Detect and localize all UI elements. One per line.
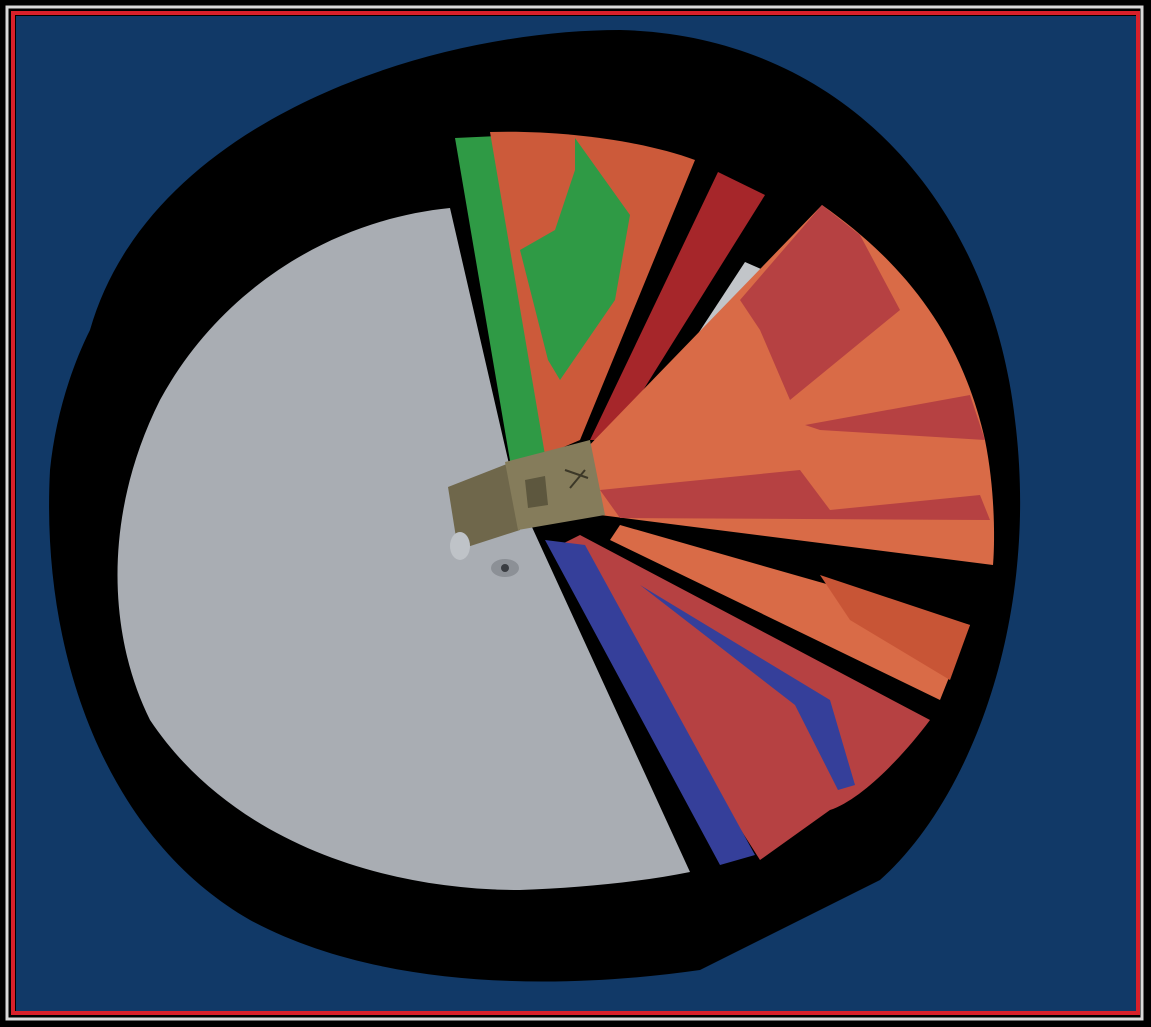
red-patch-lower <box>600 470 990 520</box>
grey-sector <box>117 208 690 890</box>
robot-vehicle-icon <box>448 440 605 577</box>
green-streak <box>520 138 630 380</box>
orange-lower-sector <box>610 525 970 700</box>
red-patch-upper <box>740 205 900 400</box>
frame-border-red <box>11 11 1140 1015</box>
robot-wheel-hub <box>501 564 509 572</box>
orange-lower-shade <box>820 575 970 680</box>
dark-red-sector <box>590 172 765 440</box>
robot-wheel-front <box>450 532 470 560</box>
red-patch-middle <box>805 395 985 440</box>
blue-inner-stripe <box>640 585 855 790</box>
green-sector <box>455 135 560 490</box>
robot-antenna <box>564 469 589 489</box>
robot-front-panel <box>448 462 520 550</box>
blue-sector <box>545 540 755 865</box>
frame-border-light <box>5 5 1144 1021</box>
robot-hatch <box>525 476 548 508</box>
